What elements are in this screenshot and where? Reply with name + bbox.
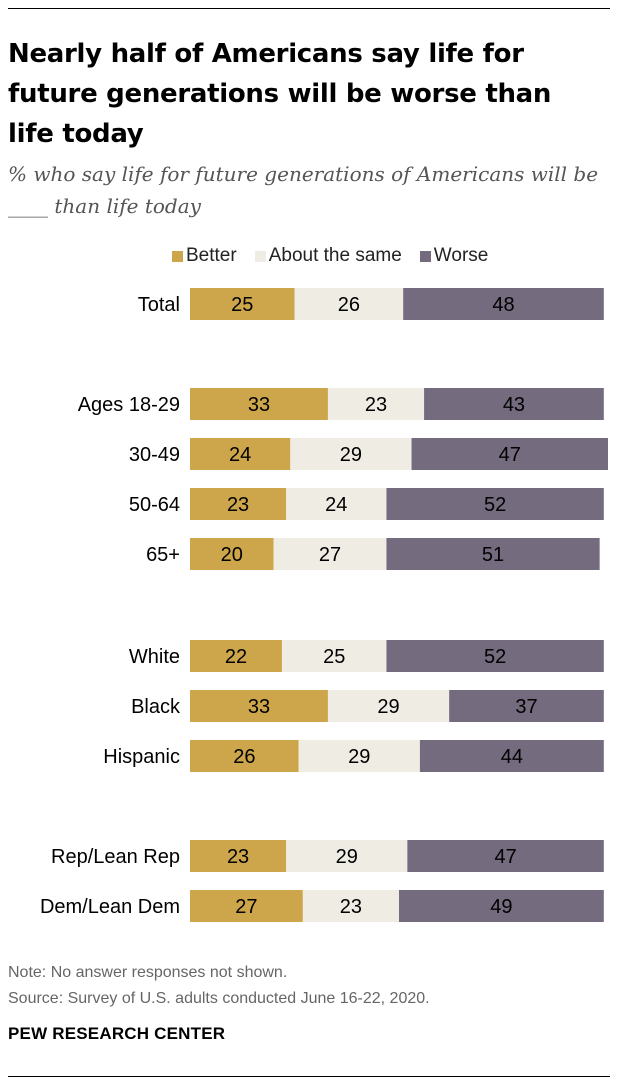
category-label: 65+ [146, 544, 180, 566]
value-label-same: 29 [348, 746, 370, 768]
legend-swatch-worse [419, 250, 431, 262]
category-label: Black [131, 696, 181, 718]
bar-row-hispanic: Hispanic 26 29 44 [103, 740, 604, 772]
legend-swatch-better [172, 250, 183, 262]
bar-segment-better [190, 640, 282, 672]
top-rule [8, 8, 610, 9]
bottom-rule [8, 1076, 610, 1077]
legend-label-same: About the same [268, 245, 402, 266]
bar-segment-better [190, 288, 295, 320]
bar-segment-same [273, 538, 387, 570]
bar-segment-same [302, 890, 399, 922]
value-label-worse: 44 [501, 746, 523, 768]
category-label: Dem/Lean Dem [40, 896, 180, 918]
value-label-worse: 52 [484, 646, 506, 668]
bar-segment-same [286, 488, 387, 520]
bar-segment-worse [407, 840, 604, 872]
value-label-worse: 48 [492, 294, 514, 316]
value-label-better: 23 [227, 494, 249, 516]
legend-label-worse: Worse [433, 245, 489, 266]
category-label: 50-64 [129, 494, 180, 516]
source-text: Source: Survey of U.S. adults conducted … [8, 990, 430, 1007]
bar-row-rep-lean-rep: Rep/Lean Rep 23 29 47 [51, 840, 604, 872]
bar-segment-better [190, 538, 274, 570]
bar-segment-worse [411, 438, 608, 470]
bar-segment-worse [386, 488, 604, 520]
value-label-better: 24 [229, 444, 251, 466]
bar-segment-worse [449, 690, 604, 722]
value-label-better: 22 [225, 646, 247, 668]
bar-segment-better [190, 890, 303, 922]
chart-subtitle: % who say life for future generations of… [8, 162, 599, 218]
value-label-better: 25 [231, 294, 253, 316]
legend: Better About the same Worse [172, 245, 506, 267]
bar-segment-worse [424, 388, 604, 420]
value-label-worse: 47 [499, 444, 521, 466]
legend-item-worse: Worse [419, 245, 489, 267]
bar-segment-better [190, 690, 328, 722]
value-label-same: 27 [319, 544, 341, 566]
value-label-same: 29 [340, 444, 362, 466]
bar-segment-better [190, 438, 291, 470]
value-label-worse: 47 [494, 846, 516, 868]
value-label-better: 26 [233, 746, 255, 768]
legend-swatch-same [254, 250, 266, 262]
bar-segment-better [190, 388, 328, 420]
category-label: Total [138, 294, 180, 316]
bar-segment-same [298, 740, 420, 772]
category-label: Ages 18-29 [78, 394, 180, 416]
value-label-same: 25 [323, 646, 345, 668]
legend-label-better: Better [186, 245, 237, 266]
value-label-worse: 52 [484, 494, 506, 516]
bar-row-ages-18-29: Ages 18-29 33 23 43 [78, 388, 604, 420]
category-label: Hispanic [103, 746, 180, 768]
bar-segment-same [327, 690, 450, 722]
value-label-better: 33 [248, 696, 270, 718]
bar-segment-worse [403, 288, 604, 320]
bar-segment-worse [419, 740, 604, 772]
bar-segment-worse [399, 890, 604, 922]
bar-row-white: White 22 25 52 [129, 640, 604, 672]
brand-logo-text: PEW RESEARCH CENTER [8, 1024, 226, 1043]
bar-row-50-64: 50-64 23 24 52 [129, 488, 604, 520]
bar-segment-same [327, 388, 425, 420]
bar-segment-worse [386, 538, 600, 570]
legend-item-better: Better [172, 245, 237, 267]
bar-segment-better [190, 488, 287, 520]
bar-segment-worse [386, 640, 604, 672]
bar-segment-same [281, 640, 387, 672]
value-label-worse: 43 [503, 394, 525, 416]
bar-row-total: Total 25 26 48 [138, 288, 604, 320]
legend-item-same: About the same [254, 245, 402, 267]
footnotes: Note: No answer responses not shown. Sou… [8, 960, 430, 1012]
value-label-worse: 51 [482, 544, 504, 566]
value-label-same: 23 [365, 394, 387, 416]
bar-row-65: 65+ 20 27 51 [146, 538, 600, 570]
value-label-better: 23 [227, 846, 249, 868]
value-label-same: 23 [340, 896, 362, 918]
bar-segment-same [294, 288, 404, 320]
bar-segment-better [190, 740, 299, 772]
value-label-better: 33 [248, 394, 270, 416]
bar-row-30-49: 30-49 24 29 47 [129, 438, 608, 470]
note-text: Note: No answer responses not shown. [8, 964, 288, 981]
stacked-bar-chart: Total 25 26 48 Ages 18-29 33 23 43 30-49 24 29 47 50… [40, 288, 608, 922]
value-label-same: 29 [377, 696, 399, 718]
value-label-same: 29 [336, 846, 358, 868]
value-label-same: 24 [325, 494, 347, 516]
bar-segment-better [190, 840, 287, 872]
category-label: 30-49 [129, 444, 180, 466]
bar-segment-same [286, 840, 408, 872]
category-label: White [129, 646, 180, 668]
bar-segment-same [290, 438, 412, 470]
value-label-better: 27 [235, 896, 257, 918]
value-label-worse: 49 [490, 896, 512, 918]
value-label-same: 26 [338, 294, 360, 316]
bar-row-dem-lean-dem: Dem/Lean Dem 27 23 49 [40, 890, 604, 922]
value-label-worse: 37 [515, 696, 537, 718]
category-label: Rep/Lean Rep [51, 846, 180, 868]
bar-row-black: Black 33 29 37 [131, 690, 604, 722]
value-label-better: 20 [221, 544, 243, 566]
chart-title: Nearly half of Americans say life for fu… [8, 39, 552, 149]
